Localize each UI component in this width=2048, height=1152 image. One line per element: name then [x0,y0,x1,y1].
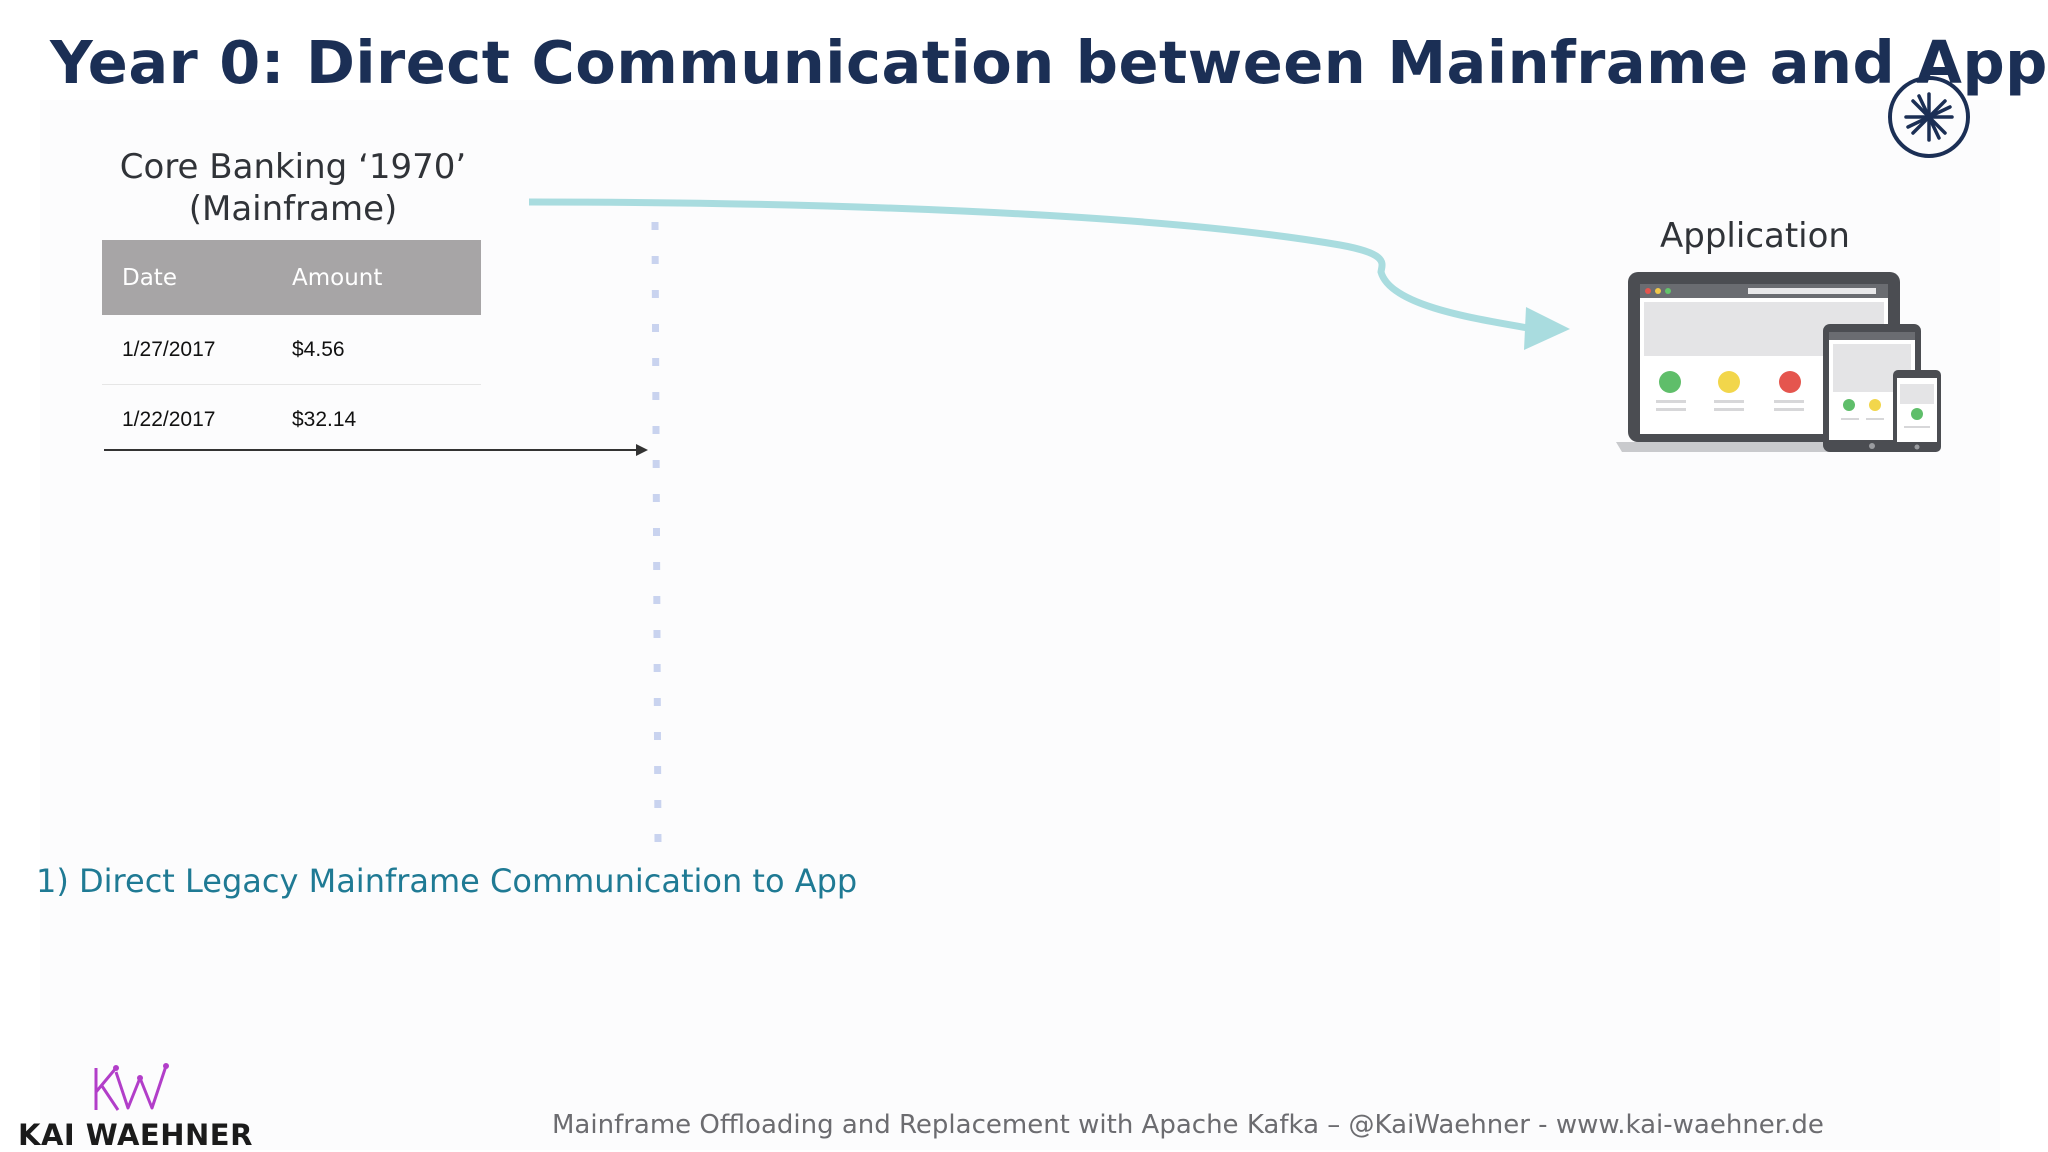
kw-monogram-logo [94,1063,169,1111]
cell-date: 1/22/2017 [122,407,216,431]
footer-text: Mainframe Offloading and Replacement wit… [552,1110,1824,1140]
starburst-logo-icon [1888,76,1970,158]
legacy-note: 1) Direct Legacy Mainframe Communication… [36,862,858,900]
core-banking-line1: Core Banking ‘1970’ [119,147,467,187]
application-label: Application [1660,216,1850,256]
table-row: 1/27/2017 $4.56 [102,315,481,384]
core-banking-title: Core Banking ‘1970’ (Mainframe) [98,146,488,230]
transactions-table: Date Amount 1/27/2017 $4.56 1/22/2017 $3… [102,240,481,454]
author-name: KAI WAEHNER [18,1118,253,1152]
slide-title: Year 0: Direct Communication between Mai… [50,28,2048,97]
flow-arrow-line [528,198,1529,332]
cell-amount: $4.56 [292,337,345,361]
dotted-separator [651,221,662,846]
table-arrowhead [636,444,648,456]
table-header: Date Amount [102,240,481,315]
header-amount: Amount [292,264,383,291]
core-banking-line2: (Mainframe) [188,189,398,229]
cell-amount: $32.14 [292,407,357,431]
flow-arrowhead [1524,307,1570,350]
header-date: Date [122,264,177,291]
cell-date: 1/27/2017 [122,337,216,361]
table-row: 1/22/2017 $32.14 [102,384,481,454]
